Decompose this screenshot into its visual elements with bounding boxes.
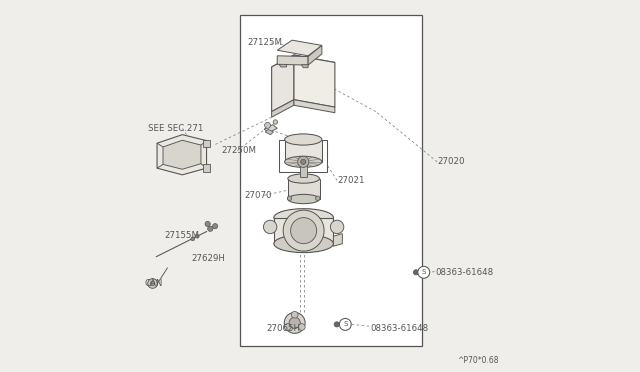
Circle shape	[205, 221, 211, 227]
Circle shape	[334, 322, 339, 327]
Polygon shape	[271, 55, 294, 112]
Bar	[203, 140, 209, 147]
Text: 27020: 27020	[437, 157, 465, 166]
Polygon shape	[163, 140, 201, 169]
Text: 08363-61648: 08363-61648	[370, 324, 428, 333]
Ellipse shape	[288, 174, 319, 183]
Circle shape	[207, 226, 213, 231]
Bar	[203, 164, 209, 172]
Circle shape	[301, 159, 306, 164]
Circle shape	[273, 120, 278, 124]
Bar	[285, 140, 322, 162]
Polygon shape	[294, 100, 335, 113]
Text: S: S	[422, 269, 426, 275]
Circle shape	[150, 281, 155, 286]
Text: S: S	[343, 321, 348, 327]
Circle shape	[339, 318, 351, 330]
Circle shape	[291, 218, 317, 244]
Polygon shape	[271, 100, 294, 117]
Circle shape	[413, 270, 419, 275]
Circle shape	[148, 279, 157, 288]
Bar	[274, 218, 333, 244]
Circle shape	[283, 210, 324, 251]
Text: 27021: 27021	[338, 176, 365, 185]
Ellipse shape	[285, 156, 322, 167]
Polygon shape	[264, 125, 277, 133]
Bar	[288, 179, 319, 199]
Circle shape	[316, 196, 320, 201]
Polygon shape	[294, 55, 335, 107]
Circle shape	[298, 324, 305, 330]
Bar	[240, 15, 422, 346]
Circle shape	[418, 266, 429, 278]
Circle shape	[284, 324, 291, 330]
Ellipse shape	[274, 209, 333, 227]
Ellipse shape	[285, 134, 322, 145]
Text: 27250M: 27250M	[221, 146, 257, 155]
Circle shape	[289, 317, 300, 328]
Polygon shape	[157, 135, 207, 175]
Text: 27065H: 27065H	[266, 324, 300, 333]
Circle shape	[264, 122, 271, 128]
Polygon shape	[277, 40, 322, 56]
Text: 27125M: 27125M	[248, 38, 282, 47]
Circle shape	[212, 224, 218, 229]
Circle shape	[284, 312, 305, 333]
Polygon shape	[266, 129, 273, 135]
Text: 08363-61648: 08363-61648	[435, 268, 493, 277]
Circle shape	[195, 234, 199, 238]
Text: 27155M: 27155M	[164, 231, 200, 240]
Ellipse shape	[274, 235, 333, 253]
Circle shape	[330, 220, 344, 234]
Bar	[300, 162, 307, 177]
Circle shape	[191, 237, 195, 241]
Polygon shape	[271, 55, 335, 74]
Text: 27629H: 27629H	[191, 254, 225, 263]
Polygon shape	[277, 56, 308, 65]
Polygon shape	[308, 45, 322, 65]
Circle shape	[287, 196, 292, 201]
Text: CAN: CAN	[145, 279, 163, 288]
Polygon shape	[301, 65, 308, 68]
Circle shape	[264, 220, 277, 234]
Polygon shape	[333, 234, 342, 246]
Polygon shape	[279, 64, 287, 67]
Circle shape	[291, 311, 298, 318]
Circle shape	[298, 156, 309, 167]
Ellipse shape	[288, 194, 319, 203]
Text: ^P70*0.68: ^P70*0.68	[457, 356, 499, 365]
Bar	[279, 140, 328, 172]
Text: 27070: 27070	[245, 191, 273, 200]
Text: SEE SEC.271: SEE SEC.271	[148, 124, 204, 133]
